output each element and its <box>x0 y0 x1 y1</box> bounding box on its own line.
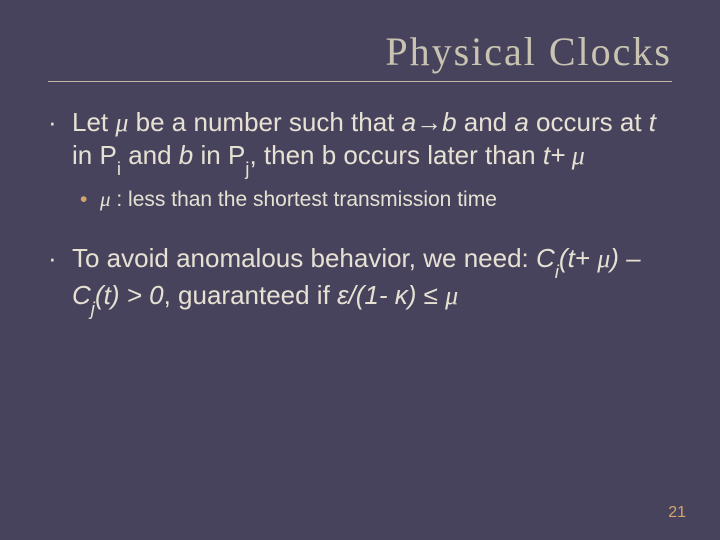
title-rule <box>48 81 672 82</box>
bullet-2-text: To avoid anomalous behavior, we need: Ci… <box>72 242 672 316</box>
slide-title: Physical Clocks <box>48 28 672 75</box>
sub-bullet-1-text: μ : less than the shortest transmission … <box>100 186 672 213</box>
bullet-1-text: Let μ be a number such that a→b and a oc… <box>72 106 672 176</box>
bullet-mark: · <box>48 242 72 316</box>
sub-bullet-1: • μ : less than the shortest transmissio… <box>80 186 672 213</box>
sub-bullet-mark: • <box>80 186 100 213</box>
bullet-1: · Let μ be a number such that a→b and a … <box>48 106 672 176</box>
page-number: 21 <box>668 504 686 522</box>
slide: Physical Clocks · Let μ be a number such… <box>0 0 720 540</box>
bullet-mark: · <box>48 106 72 176</box>
bullet-2: · To avoid anomalous behavior, we need: … <box>48 242 672 316</box>
